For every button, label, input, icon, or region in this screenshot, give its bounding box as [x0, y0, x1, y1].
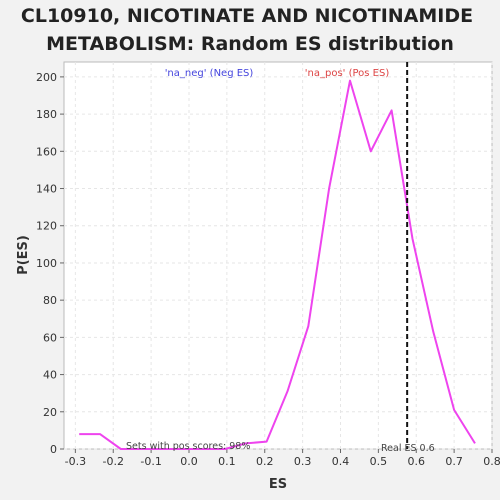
x-tick-label: 0.0 — [180, 455, 198, 468]
y-tick-label: 140 — [36, 183, 57, 196]
y-tick-label: 160 — [36, 145, 57, 158]
y-axis-label: P(ES) — [16, 235, 31, 275]
y-tick-label: 20 — [43, 406, 57, 419]
x-tick-label: 0.1 — [218, 455, 236, 468]
x-axis-ticks: -0.3 -0.2 -0.1 0.0 0.1 0.2 0.3 0.4 0.5 0.6 0.7 0.8 — [65, 449, 500, 468]
x-axis-label: ES — [269, 477, 287, 492]
real-es-label: Real ES 0.6 — [381, 443, 435, 454]
x-tick-label: -0.1 — [140, 455, 161, 468]
x-tick-label: 0.4 — [332, 455, 350, 468]
y-axis-ticks: 0 20 40 60 80 100 120 140 160 180 200 — [36, 71, 64, 456]
y-tick-label: 40 — [43, 369, 57, 382]
series-line — [79, 79, 476, 450]
y-tick-label: 60 — [43, 331, 57, 344]
x-tick-label: -0.3 — [65, 455, 86, 468]
y-tick-label: 100 — [36, 257, 57, 270]
legend-neg-label: 'na_neg' (Neg ES) — [165, 68, 254, 79]
y-tick-label: 80 — [43, 294, 57, 307]
series-group — [79, 79, 476, 450]
y-tick-label: 120 — [36, 220, 57, 233]
chart-title-line-2: METABOLISM: Random ES distribution — [46, 33, 454, 55]
x-tick-label: 0.8 — [483, 455, 500, 468]
y-tick-label: 200 — [36, 71, 57, 84]
x-tick-label: 0.2 — [256, 455, 274, 468]
pos-scores-annotation: Sets with pos scores: 98% — [126, 441, 250, 452]
legend-pos-label: 'na_pos' (Pos ES) — [305, 68, 390, 79]
x-tick-label: 0.3 — [294, 455, 312, 468]
x-tick-label: -0.2 — [103, 455, 124, 468]
y-tick-label: 180 — [36, 108, 57, 121]
y-tick-label: 0 — [50, 443, 57, 456]
plot-area — [63, 61, 493, 450]
x-tick-label: 0.5 — [370, 455, 388, 468]
x-tick-label: 0.6 — [407, 455, 425, 468]
x-tick-label: 0.7 — [445, 455, 463, 468]
chart-title-line-1: CL10910, NICOTINATE AND NICOTINAMIDE — [21, 5, 473, 27]
